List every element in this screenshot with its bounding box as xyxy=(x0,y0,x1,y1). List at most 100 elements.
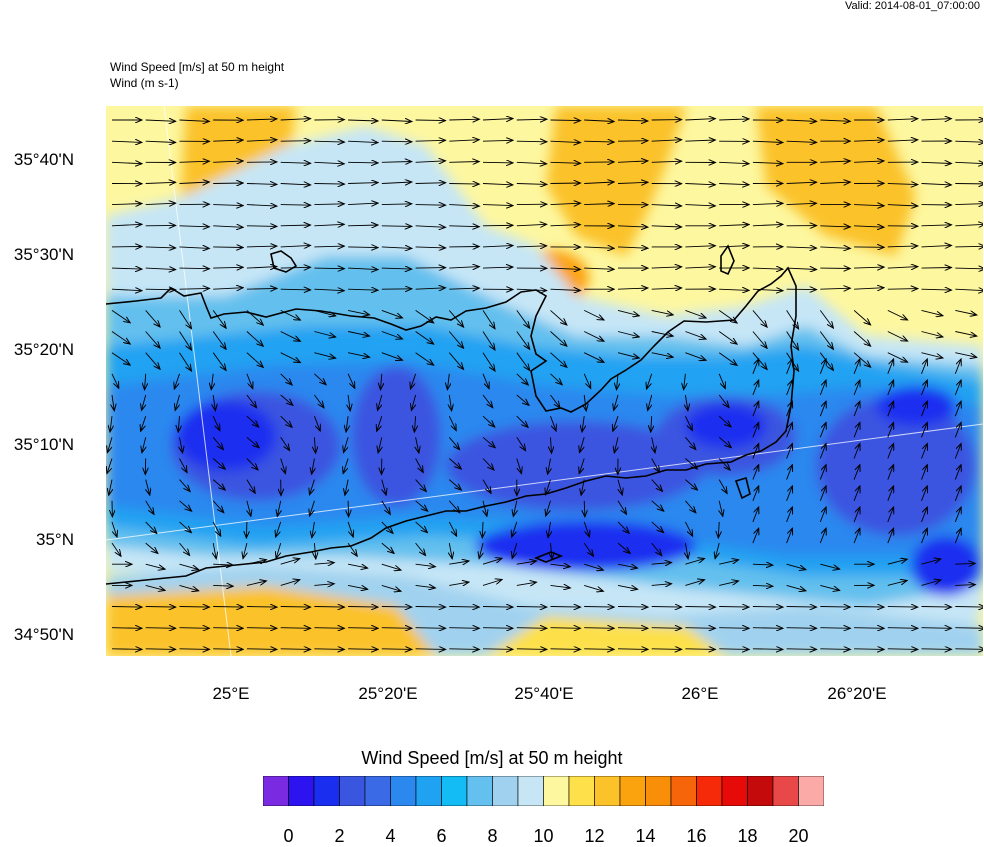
colorbar-swatch xyxy=(697,776,723,806)
wind-arrow xyxy=(652,649,682,650)
colorbar-tick-label: 18 xyxy=(728,826,768,847)
wind-arrow xyxy=(213,649,243,650)
colorbar-tick-label: 8 xyxy=(473,826,513,847)
colorbar-swatch xyxy=(442,776,468,806)
colorbar-swatch xyxy=(467,776,493,806)
wind-arrow xyxy=(247,226,277,227)
wind-arrow xyxy=(955,628,983,629)
colorbar-swatch xyxy=(773,776,799,806)
wind-arrow xyxy=(820,607,850,608)
wind-arrow xyxy=(753,607,783,608)
wind-arrow xyxy=(146,607,176,608)
wind-arrow xyxy=(483,628,513,629)
colorbar-swatch xyxy=(620,776,646,806)
colorbar-tick-label: 20 xyxy=(779,826,819,847)
colorbar-swatch xyxy=(391,776,417,806)
wind-arrow xyxy=(685,649,715,650)
wind-arrow xyxy=(483,225,513,226)
colorbar-swatch xyxy=(544,776,570,806)
wind-arrow xyxy=(551,628,581,629)
lon-label: 25°40'E xyxy=(484,684,604,704)
wind-arrow xyxy=(247,649,277,650)
wind-arrow xyxy=(719,607,749,608)
colorbar-swatch xyxy=(646,776,672,806)
wind-arrow xyxy=(382,226,412,227)
wind-arrow xyxy=(382,607,412,608)
wind-arrow xyxy=(314,628,344,629)
lon-label: 26°E xyxy=(640,684,760,704)
wind-arrow xyxy=(348,628,378,629)
wind-arrow xyxy=(517,141,547,142)
wind-arrow xyxy=(584,649,614,650)
wind-arrow xyxy=(112,649,142,650)
lon-label: 25°E xyxy=(171,684,291,704)
wind-arrow xyxy=(416,268,446,269)
wind-arrow xyxy=(416,628,446,629)
wind-arrow xyxy=(180,268,210,269)
wind-arrow xyxy=(787,628,817,629)
lat-label: 35°10'N xyxy=(0,435,74,455)
wind-arrow xyxy=(787,607,817,608)
wind-arrow xyxy=(314,607,344,608)
wind-arrow xyxy=(213,628,243,629)
wind-arrow xyxy=(416,120,446,121)
lon-label: 26°20'E xyxy=(797,684,917,704)
wind-arrow xyxy=(551,183,581,184)
wind-arrow xyxy=(348,501,349,517)
colorbar-tick-label: 4 xyxy=(371,826,411,847)
colorbar-swatch xyxy=(671,776,697,806)
wind-arrow xyxy=(685,607,715,608)
wind-arrow xyxy=(314,649,344,650)
wind-arrow xyxy=(584,607,614,608)
colorbar-swatch xyxy=(263,776,289,806)
wind-arrow xyxy=(820,649,850,650)
wind-arrow xyxy=(888,649,918,650)
colorbar xyxy=(263,776,824,806)
wind-arrow xyxy=(551,649,581,650)
colorbar-swatch xyxy=(365,776,391,806)
wind-arrow xyxy=(517,607,547,608)
wind-arrow xyxy=(955,607,983,608)
field-title: Wind Speed [m/s] at 50 m height xyxy=(110,60,284,74)
wind-arrow xyxy=(281,607,311,608)
vector-title: Wind (m s-1) xyxy=(110,76,179,90)
wind-arrow xyxy=(922,628,952,629)
colorbar-swatch xyxy=(722,776,748,806)
wind-arrow xyxy=(483,162,513,163)
wind-arrow xyxy=(180,628,210,629)
wind-arrow xyxy=(719,649,749,650)
colorbar-swatch xyxy=(340,776,366,806)
lat-label: 35°30'N xyxy=(0,245,74,265)
colorbar-swatch xyxy=(569,776,595,806)
wind-arrow xyxy=(382,141,412,142)
wind-arrow xyxy=(180,649,210,650)
colorbar-swatch xyxy=(748,776,774,806)
wind-arrow xyxy=(348,649,378,650)
colorbar-title: Wind Speed [m/s] at 50 m height xyxy=(0,748,984,769)
colorbar-swatch xyxy=(289,776,315,806)
wind-arrow xyxy=(314,184,344,185)
colorbar-tick-label: 14 xyxy=(626,826,666,847)
colorbar-swatch xyxy=(799,776,825,806)
wind-arrow xyxy=(382,649,412,650)
wind-arrow xyxy=(146,289,176,290)
wind-arrow xyxy=(146,649,176,650)
wind-speed-field xyxy=(106,106,983,656)
colorbar-swatch xyxy=(314,776,340,806)
wind-arrow xyxy=(281,649,311,650)
wind-arrow xyxy=(483,607,513,608)
colorbar-swatch xyxy=(493,776,519,806)
wind-arrow xyxy=(281,205,311,206)
wind-arrow xyxy=(416,205,446,206)
wind-arrow xyxy=(246,522,247,538)
wind-arrow xyxy=(314,268,344,269)
wind-arrow xyxy=(180,607,210,608)
wind-arrow xyxy=(281,628,311,629)
wind-arrow xyxy=(348,162,378,163)
wind-arrow xyxy=(517,628,547,629)
wind-arrow xyxy=(213,247,243,248)
wind-arrow xyxy=(888,607,918,608)
wind-arrow xyxy=(955,246,983,247)
wind-arrow xyxy=(652,628,682,629)
wind-arrow xyxy=(922,268,952,269)
